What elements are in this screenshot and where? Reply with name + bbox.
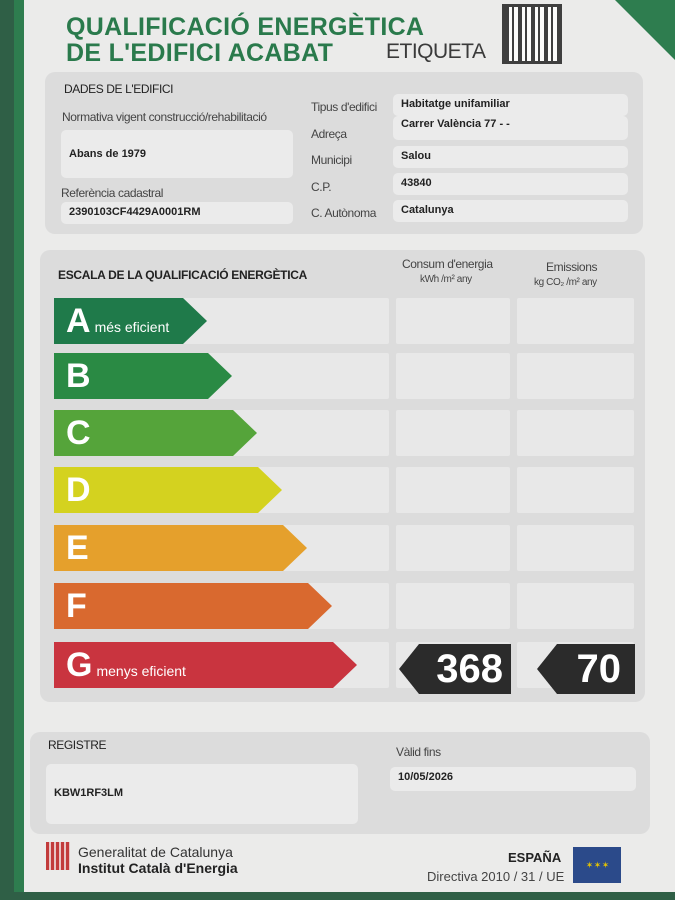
- consumption-cell: [396, 525, 510, 571]
- class-letter: F: [66, 587, 87, 625]
- country-label: ESPAÑA: [508, 850, 562, 865]
- valid-until-value: 10/05/2026: [390, 767, 636, 791]
- class-letter: G: [66, 646, 93, 684]
- consumption-indicator: 368: [399, 644, 511, 694]
- generalitat-logo-icon: [46, 842, 70, 870]
- title-line-1: QUALIFICACIÓ ENERGÈTICA: [66, 13, 425, 41]
- regulation-value: Abans de 1979: [61, 130, 293, 178]
- emissions-indicator: 70: [537, 644, 635, 694]
- emissions-cell: [517, 353, 634, 399]
- postal-code-value: 43840: [393, 173, 628, 195]
- class-arrow: D: [54, 467, 282, 513]
- building-section-title: DADES DE L'EDIFICI: [64, 82, 174, 96]
- valid-until-label: Vàlid fins: [396, 745, 441, 759]
- emissions-cell: [517, 525, 634, 571]
- municipality-label: Municipi: [311, 153, 352, 167]
- consumption-cell: [396, 298, 510, 344]
- class-caption: més eficient: [94, 319, 170, 335]
- building-type-value: Habitatge unifamiliar: [393, 94, 628, 116]
- class-arrow: F: [54, 583, 332, 629]
- building-type-label: Tipus d'edifici: [311, 100, 377, 114]
- emissions-cell: [517, 410, 634, 456]
- class-letter: E: [66, 529, 89, 567]
- scale-row-f: F: [54, 583, 634, 629]
- class-letter: B: [66, 357, 91, 395]
- address-label: Adreça: [311, 127, 347, 141]
- consumption-header: Consum d'energia: [402, 257, 493, 271]
- class-letter: C: [66, 414, 91, 452]
- consumption-cell: [396, 410, 510, 456]
- emissions-cell: [517, 467, 634, 513]
- scale-row-b: B: [54, 353, 634, 399]
- class-letter: D: [66, 471, 91, 509]
- emissions-header: Emissions: [546, 260, 598, 274]
- scale-row-e: E: [54, 525, 634, 571]
- region-value: Catalunya: [393, 200, 628, 222]
- class-arrow: E: [54, 525, 307, 571]
- class-arrow: C: [54, 410, 257, 456]
- consumption-cell: [396, 467, 510, 513]
- address-value: Carrer València 77 - -: [393, 116, 628, 140]
- emissions-cell: [517, 583, 634, 629]
- consumption-cell: [396, 353, 510, 399]
- emissions-unit: kg CO₂ /m² any: [534, 277, 597, 288]
- consumption-unit: kWh /m² any: [420, 274, 472, 285]
- class-arrow: B: [54, 353, 232, 399]
- eu-flag-icon: ✶ ✶ ✶: [573, 847, 621, 883]
- registry-value: KBW1RF3LM: [46, 764, 358, 824]
- consumption-cell: [396, 583, 510, 629]
- title-line-2: DE L'EDIFICI ACABAT: [66, 39, 334, 67]
- cadastral-label: Referència cadastral: [61, 186, 164, 200]
- region-label: C. Autònoma: [311, 206, 376, 220]
- generalitat-name: Generalitat de Catalunya: [78, 844, 233, 860]
- directive-label: Directiva 2010 / 31 / UE: [427, 869, 565, 884]
- class-caption: menys eficient: [96, 663, 186, 679]
- cadastral-value: 2390103CF4429A0001RM: [61, 202, 293, 224]
- registry-label: REGISTRE: [48, 738, 107, 752]
- qr-code-icon: [502, 4, 562, 64]
- green-corner: [615, 0, 675, 60]
- class-letter: A: [66, 302, 91, 340]
- institut-name: Institut Català d'Energia: [78, 860, 238, 876]
- certificate-title: QUALIFICACIÓ ENERGÈTICA DE L'EDIFICI ACA…: [66, 14, 424, 66]
- regulation-label: Normativa vigent construcció/rehabilitac…: [62, 110, 267, 124]
- scale-row-c: C: [54, 410, 634, 456]
- emissions-cell: [517, 298, 634, 344]
- etiqueta-label: ETIQUETA: [386, 40, 486, 63]
- green-border: [14, 0, 24, 892]
- scale-row-d: D: [54, 467, 634, 513]
- municipality-value: Salou: [393, 146, 628, 168]
- postal-code-label: C.P.: [311, 180, 332, 194]
- scale-title: ESCALA DE LA QUALIFICACIÓ ENERGÈTICA: [58, 268, 307, 282]
